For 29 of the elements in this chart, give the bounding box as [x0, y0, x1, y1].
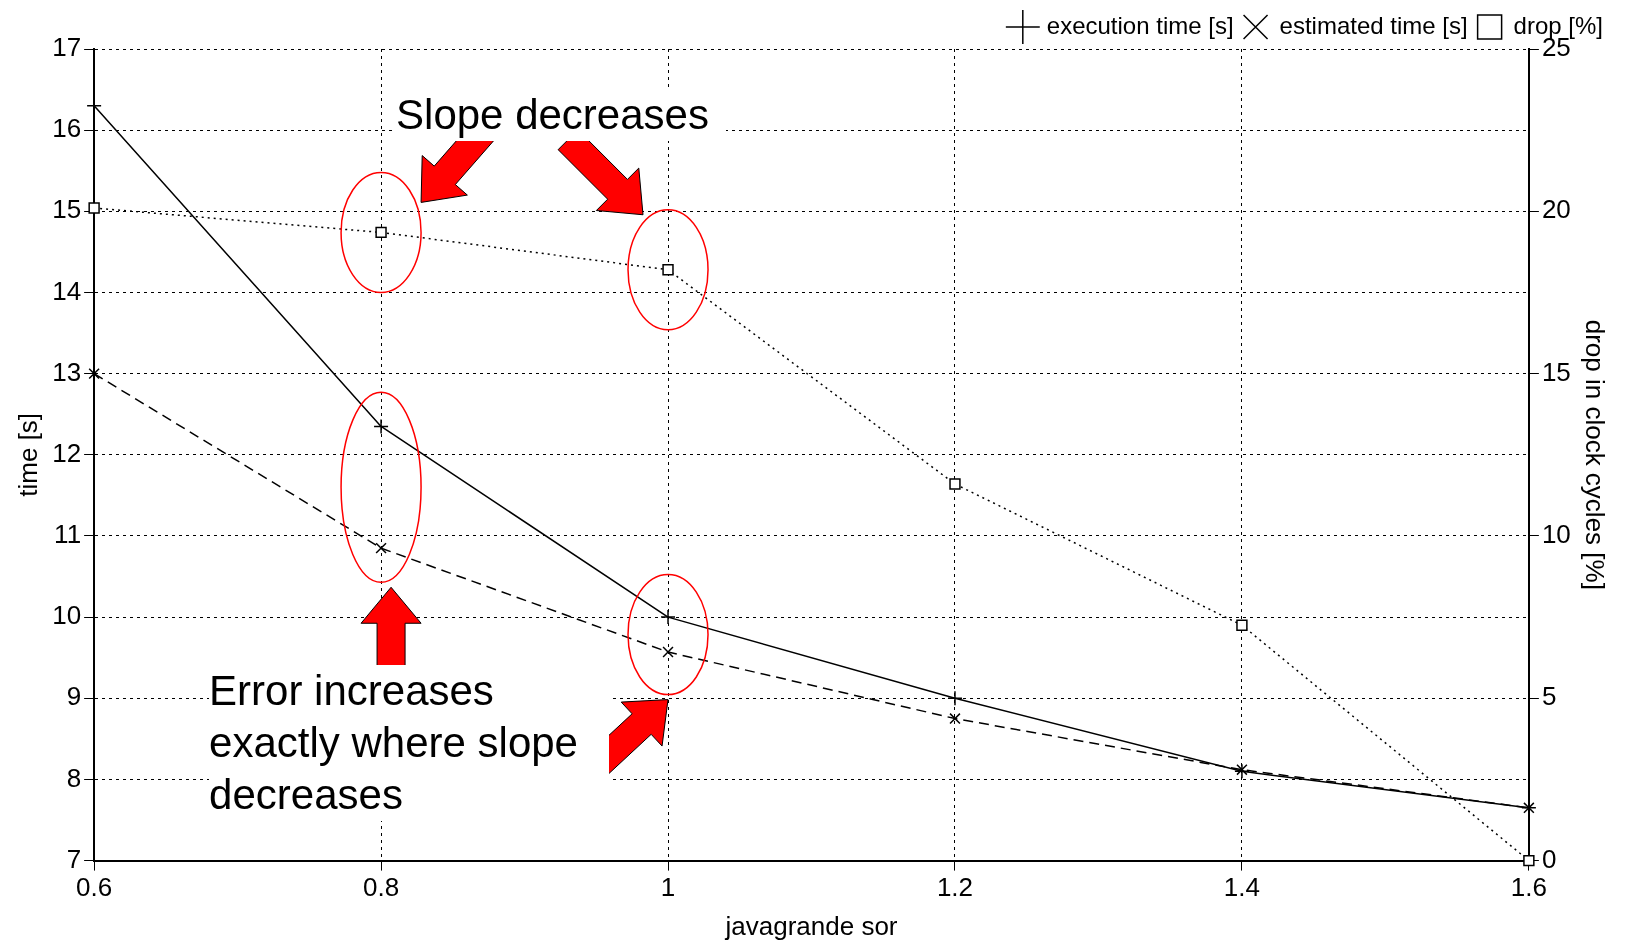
annotation: Error increases exactly where slope decreases	[209, 664, 610, 821]
y2-tick-label: 0	[1541, 843, 1557, 874]
y2-tick-label: 20	[1541, 194, 1571, 225]
y-tick-label: 15	[52, 194, 82, 225]
y-tick-label: 12	[52, 437, 82, 468]
y2-tick-label: 15	[1541, 356, 1571, 387]
y-tick-label: 14	[52, 275, 82, 306]
x-tick-label: 1.6	[1510, 872, 1547, 903]
x-tick-label: 0.8	[362, 872, 400, 903]
x-tick-label: 1.4	[1223, 872, 1261, 903]
y2-tick-label: 10	[1541, 519, 1571, 550]
y2-tick-label: 5	[1541, 681, 1557, 712]
y-tick-label: 9	[66, 681, 82, 712]
x-tick-label: 1	[660, 872, 676, 903]
x-tick-label: 1.2	[936, 872, 974, 903]
y-tick-label: 13	[52, 356, 82, 387]
y-tick-label: 11	[54, 519, 82, 550]
x-tick-label: 0.6	[76, 872, 113, 903]
x-axis-title: javagrande sor	[724, 910, 898, 941]
legend-label: execution time [s]	[1046, 11, 1234, 39]
legend-label: estimated time [s]	[1279, 11, 1468, 39]
annotation: Slope decreases	[396, 89, 727, 141]
y-tick-label: 16	[52, 113, 82, 144]
y-tick-label: 10	[52, 600, 82, 631]
y-tick-label: 7	[66, 843, 82, 874]
y2-axis-title: drop in clock cycles [%]	[1580, 319, 1611, 590]
y-tick-label: 8	[66, 762, 82, 793]
y-tick-label: 17	[52, 32, 82, 63]
y-axis-title: time [s]	[12, 412, 43, 497]
